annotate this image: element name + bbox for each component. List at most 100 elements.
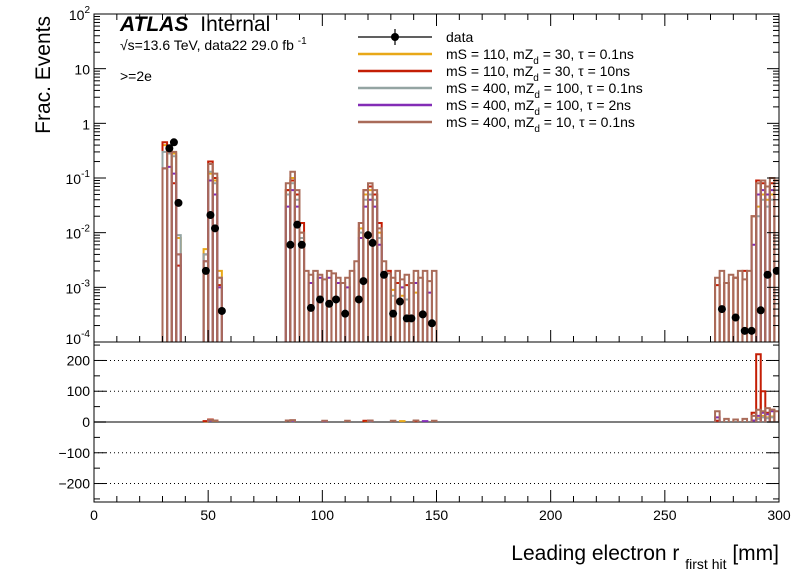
data-point-13 [332,295,341,304]
y-axis-title: Frac. Events [32,16,55,134]
data-point-23 [407,314,416,323]
x-tick-label-0: 0 [90,507,98,523]
ratio-series-layer [202,353,779,423]
ratio-bin-series-4-bin-4 [321,419,328,422]
y-tick-base-2: 10 [66,226,82,242]
y-tick-label-4: 1 [82,116,90,132]
data-point-11 [316,295,325,304]
y-tick-base-4: 1 [82,116,90,132]
x-tick-label-3: 150 [425,507,449,523]
data-point-10 [306,303,315,312]
ratio-y-axis: −200 −100 0 100 200 [58,344,779,500]
data-point-0 [165,144,174,153]
legend-label-rest: = 10, τ = 0.1ns [540,114,635,130]
legend-entry-1: mS = 110, mZd = 30, τ = 0.1ns [358,46,634,67]
legend-entry-4: mS = 400, mZd = 100, τ = 2ns [358,97,631,118]
hist-bin-series-5-bin-6 [211,172,219,342]
legend-label-data: data [446,29,473,45]
data-point-26 [717,305,726,314]
legend-label-sub: d [534,124,540,135]
y-tick-label-6: 102 [69,5,91,23]
data-point-17 [364,231,372,240]
ratio-bin-series-4-bin-19 [773,410,779,422]
data-points-layer [165,138,779,335]
data-point-21 [395,297,404,306]
legend-label-3: mS = 400, mZd = 100, τ = 0.1ns [446,80,643,101]
ratio-y-tick-label-0: −200 [58,476,90,492]
data-point-4 [206,211,215,220]
legend-entry-3: mS = 400, mZd = 100, τ = 0.1ns [358,80,643,101]
legend-label-main: mS = 400, mZ [446,97,535,113]
ratio-bin-series-4-bin-5 [344,419,351,422]
data-point-2 [174,198,183,207]
data-point-24 [418,310,427,319]
energy-lumi-label: √s=13.6 TeV, data22 29.0 fb -1 [120,36,307,53]
legend-label-main: mS = 110, mZ [446,63,534,79]
y-tick-exp-3: -1 [81,169,90,180]
data-point-19 [379,270,388,279]
data-point-27 [731,313,740,322]
data-point-1 [169,138,178,147]
x-axis-title-main: Leading electron r [511,542,679,565]
ratio-y-tick-label-1: −100 [58,445,90,461]
ratio-y-tick-label-3: 100 [67,383,91,399]
x-axis: 0 50 100 150 200 250 300 [90,490,791,523]
legend-label-main: mS = 400, mZ [446,80,535,96]
experiment-label: ATLAS [119,13,188,36]
x-axis-title: Leading electron r first hit [mm] [511,542,779,572]
y-tick-base-3: 10 [66,171,82,187]
info-block: ATLAS Internal √s=13.6 TeV, data22 29.0 … [119,13,307,84]
ratio-bin-series-4-bin-13 [741,417,749,422]
y-tick-label-3: 10-1 [66,169,91,187]
data-point-3 [201,266,210,275]
data-point-18 [368,238,377,247]
data-point-25 [427,319,436,328]
legend-label-sub: d [534,90,540,101]
ratio-bin-series-4-bin-8 [412,419,420,422]
legend-label-rest: = 100, τ = 0.1ns [540,80,643,96]
y-tick-base-1: 10 [66,280,82,296]
atlas-label: ATLAS Internal [119,13,270,36]
legend-label-main: mS = 110, mZ [446,46,534,62]
data-point-28 [740,326,749,335]
y-tick-label-2: 10-2 [66,224,91,242]
legend-label-2: mS = 110, mZd = 30, τ = 10ns [446,63,630,84]
legend-label-sub: d [533,73,539,84]
legend-label-rest: = 100, τ = 2ns [540,97,631,113]
hist-bin-series-5-bin-3 [175,253,182,342]
x-tick-label-1: 50 [200,507,216,523]
data-point-8 [293,220,302,229]
energy-lumi-sup: -1 [298,36,307,47]
data-point-16 [359,277,368,286]
ratio-bin-series-4-bin-10 [714,410,721,422]
main-x-ticks [93,14,780,342]
legend-label-sub: d [534,107,540,118]
ratio-bin-series-4-bin-11 [723,417,730,422]
x-axis-title-sub: first hit [685,556,726,572]
y-tick-base-5: 10 [74,62,90,78]
data-point-20 [389,309,398,318]
data-point-5 [211,224,220,233]
ratio-bin-series-1-bin-9 [759,390,767,422]
legend-entry-5: mS = 400, mZd = 10, τ = 0.1ns [358,114,635,135]
ratio-bin-series-4-bin-6 [367,419,374,422]
data-point-14 [341,309,350,318]
ratio-bin-series-3-bin-4 [421,420,429,423]
x-tick-label-5: 250 [653,507,677,523]
ratio-bin-series-1-bin-8 [755,353,762,422]
data-point-7 [286,240,295,249]
ratio-bin-series-4-bin-7 [389,419,397,422]
legend-label-1: mS = 110, mZd = 30, τ = 0.1ns [446,46,634,67]
ratio-bin-series-4-bin-12 [732,418,739,422]
selection-label: >=2e [120,68,152,84]
legend-label-5: mS = 400, mZd = 10, τ = 0.1ns [446,114,635,135]
ratio-y-tick-label-4: 200 [67,352,91,368]
legend-label-main: mS = 400, mZ [446,114,535,130]
y-tick-label-5: 10 [74,62,90,78]
legend-label-sub: d [533,56,539,67]
data-point-30 [756,306,765,315]
x-tick-label-6: 300 [767,507,791,523]
hist-bin-series-5-bin-40 [430,269,438,342]
